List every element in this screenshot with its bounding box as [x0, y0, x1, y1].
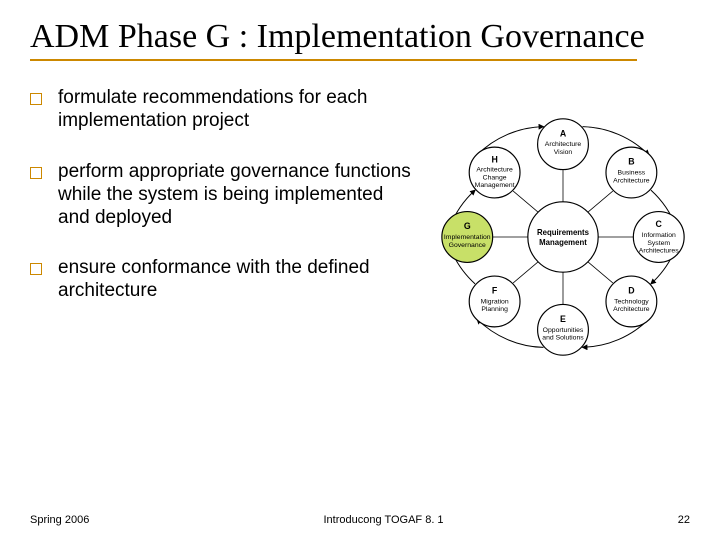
footer-left: Spring 2006: [30, 514, 89, 526]
svg-text:Architectures: Architectures: [639, 248, 679, 255]
diagram-node-f: F Migration Planning: [469, 276, 520, 327]
diagram-node-g: G Implementation Governance: [442, 212, 493, 263]
svg-text:B: B: [628, 157, 634, 167]
diagram-node-a: A Architecture Vision: [538, 119, 589, 170]
diagram-node-h: H Architecture Change Management: [469, 148, 520, 199]
diagram-node-e: E Opportunities and Solutions: [538, 305, 589, 356]
bullet-list: formulate recommendations for each imple…: [30, 87, 420, 387]
svg-text:Opportunities: Opportunities: [543, 327, 584, 334]
svg-text:D: D: [628, 286, 634, 296]
svg-text:Implementation: Implementation: [444, 234, 491, 241]
footer-right: 22: [678, 514, 690, 526]
diagram-svg: Requirements Management A Architecture V…: [436, 87, 690, 387]
bullet-icon: [30, 167, 42, 179]
adm-cycle-diagram: Requirements Management A Architecture V…: [436, 87, 690, 387]
bullet-text: ensure conformance with the defined arch…: [58, 257, 420, 303]
svg-text:Management: Management: [475, 183, 515, 190]
diagram-node-c: C Information System Architectures: [633, 212, 684, 263]
svg-text:and Solutions: and Solutions: [542, 335, 584, 342]
list-item: perform appropriate governance functions…: [30, 161, 420, 229]
bullet-icon: [30, 263, 42, 275]
svg-text:Planning: Planning: [481, 307, 508, 314]
svg-text:E: E: [560, 314, 566, 324]
svg-text:Vision: Vision: [554, 149, 573, 156]
diagram-node-b: B Business Architecture: [606, 148, 657, 199]
svg-text:System: System: [647, 240, 670, 247]
title-underline: [30, 59, 637, 61]
svg-text:Architecture: Architecture: [613, 178, 650, 185]
center-label-2: Management: [539, 238, 587, 247]
center-label-1: Requirements: [537, 228, 590, 237]
svg-text:F: F: [492, 286, 498, 296]
svg-text:H: H: [491, 155, 497, 165]
svg-text:Architecture: Architecture: [545, 142, 582, 149]
svg-text:A: A: [560, 129, 567, 139]
footer-center: Introducong TOGAF 8. 1: [324, 514, 444, 526]
diagram-node-d: D Technology Architecture: [606, 276, 657, 327]
svg-text:Governance: Governance: [449, 242, 486, 249]
svg-text:Architecture: Architecture: [476, 167, 513, 174]
footer: Spring 2006 Introducong TOGAF 8. 1 22: [30, 514, 690, 526]
bullet-icon: [30, 93, 42, 105]
svg-text:Information: Information: [642, 232, 676, 239]
slide: ADM Phase G : Implementation Governance …: [0, 0, 720, 540]
svg-text:Migration: Migration: [481, 299, 509, 306]
page-title: ADM Phase G : Implementation Governance: [30, 18, 690, 55]
bullet-text: formulate recommendations for each imple…: [58, 87, 420, 133]
svg-text:Technology: Technology: [614, 299, 649, 306]
svg-text:G: G: [464, 222, 471, 232]
list-item: formulate recommendations for each imple…: [30, 87, 420, 133]
svg-text:C: C: [656, 220, 663, 230]
list-item: ensure conformance with the defined arch…: [30, 257, 420, 303]
svg-text:Business: Business: [618, 170, 646, 177]
svg-text:Change: Change: [483, 175, 507, 182]
bullet-text: perform appropriate governance functions…: [58, 161, 420, 229]
svg-text:Architecture: Architecture: [613, 307, 650, 314]
content-row: formulate recommendations for each imple…: [30, 87, 690, 387]
